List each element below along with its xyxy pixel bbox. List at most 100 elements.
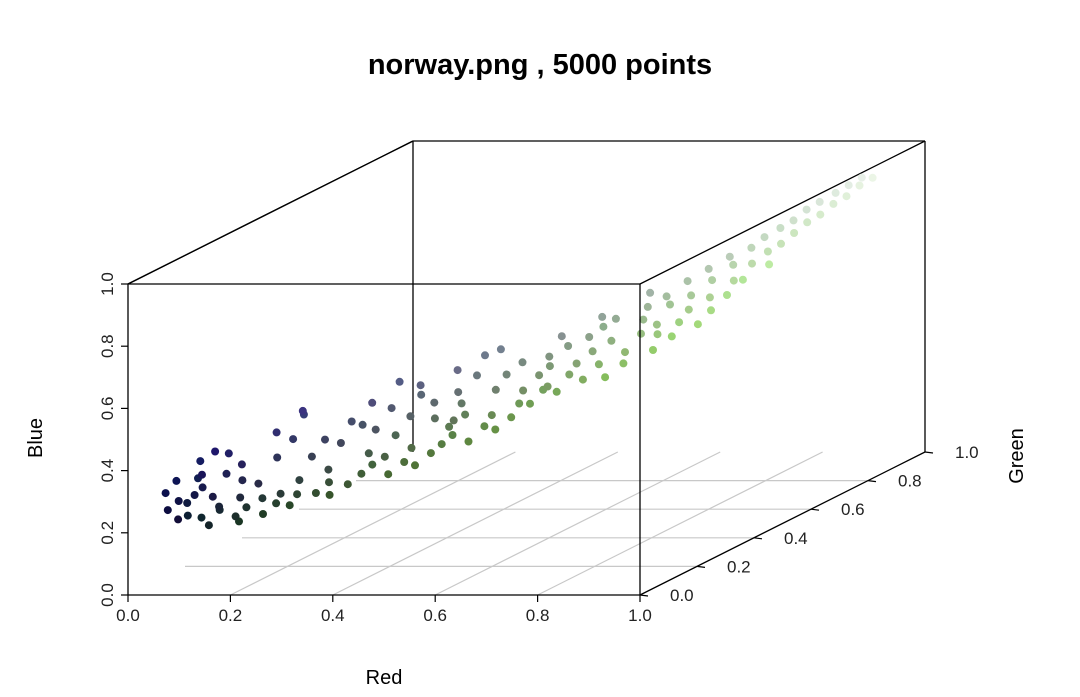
data-point	[430, 398, 439, 407]
data-point	[646, 288, 655, 297]
data-point	[242, 503, 251, 512]
data-point	[473, 371, 481, 380]
data-point	[637, 329, 645, 338]
data-point	[163, 506, 172, 515]
data-point	[643, 302, 652, 311]
data-point	[776, 224, 785, 232]
data-point	[507, 413, 516, 422]
data-point	[208, 492, 217, 501]
y-tick-mark	[753, 537, 763, 540]
data-point	[705, 293, 714, 302]
data-point	[704, 264, 713, 273]
data-point	[238, 476, 247, 485]
data-point	[653, 330, 662, 339]
x-axis-title: Red	[366, 667, 403, 689]
data-point	[430, 414, 439, 423]
box-edge	[639, 140, 926, 285]
y-tick-label: 0.4	[784, 529, 808, 548]
z-tick-label: 1.0	[98, 272, 117, 296]
data-point	[411, 461, 419, 470]
data-points	[161, 173, 877, 530]
data-point	[552, 387, 561, 396]
data-point	[197, 513, 206, 522]
chart-title: norway.png , 5000 points	[368, 49, 712, 81]
data-point	[649, 346, 657, 354]
data-point	[272, 499, 281, 508]
data-point	[789, 216, 798, 225]
z-tick-label: 0.4	[98, 459, 117, 483]
data-point	[368, 460, 377, 469]
box-edge	[127, 140, 414, 285]
data-point	[578, 375, 587, 384]
data-point	[572, 359, 581, 368]
data-point	[285, 501, 294, 510]
data-point	[594, 360, 603, 369]
data-point	[231, 512, 240, 521]
data-point	[453, 366, 462, 375]
data-point	[407, 443, 416, 452]
data-point	[599, 322, 608, 331]
data-point	[204, 521, 213, 530]
data-point	[621, 348, 629, 357]
data-point	[457, 399, 466, 408]
data-point	[324, 465, 333, 474]
data-point	[747, 243, 756, 252]
data-point	[480, 422, 489, 431]
data-point	[336, 439, 345, 447]
data-point	[842, 192, 851, 201]
data-point	[276, 489, 285, 498]
data-point	[347, 417, 356, 426]
y-tick-mark	[696, 565, 706, 568]
data-point	[748, 259, 756, 268]
data-point	[198, 470, 206, 479]
data-point	[196, 457, 205, 466]
data-point	[400, 458, 409, 466]
data-point	[683, 277, 692, 286]
y-tick-mark	[924, 451, 934, 454]
data-point	[343, 480, 352, 489]
data-point	[802, 205, 811, 214]
data-point	[543, 382, 552, 391]
data-point	[607, 336, 616, 345]
data-point	[760, 233, 769, 242]
data-point	[829, 199, 838, 208]
y-axis-title: Green	[1006, 428, 1028, 484]
data-point	[545, 362, 554, 371]
data-point	[321, 435, 329, 444]
data-point	[272, 428, 281, 437]
data-point	[684, 305, 693, 314]
data-point	[368, 398, 377, 407]
x-tick-label: 0.8	[526, 606, 550, 625]
data-point	[496, 345, 505, 354]
data-point	[417, 390, 426, 399]
data-point	[190, 491, 199, 499]
data-point	[325, 490, 334, 499]
axis-ticks: 0.0 0.2 0.4 0.6 0.8 1.0 0.0 0.2 0.4 0.6 0.8 1.0 0.0 0…	[98, 272, 979, 625]
data-point	[708, 276, 717, 285]
data-point	[777, 239, 785, 248]
y-tick-label: 0.6	[841, 500, 865, 519]
data-point	[183, 511, 192, 520]
grid-line-red	[434, 451, 721, 596]
data-point	[183, 499, 192, 507]
data-point	[652, 320, 661, 329]
data-point	[293, 490, 302, 499]
z-tick-label: 0.2	[98, 521, 117, 545]
data-point	[729, 260, 738, 269]
bounding-box-front	[127, 140, 926, 596]
data-point	[611, 314, 620, 323]
data-point	[662, 292, 671, 301]
data-point	[831, 188, 840, 197]
y-tick-label: 0.8	[898, 472, 922, 491]
data-point	[437, 440, 446, 449]
data-point	[675, 318, 684, 327]
data-point	[693, 320, 702, 329]
data-point	[198, 483, 207, 492]
y-tick-label: 1.0	[955, 443, 979, 462]
data-point	[449, 416, 458, 425]
data-point	[380, 452, 389, 461]
data-point	[857, 173, 866, 182]
data-point	[222, 469, 231, 478]
data-point	[161, 489, 170, 498]
z-tick-label: 0.8	[98, 334, 117, 358]
